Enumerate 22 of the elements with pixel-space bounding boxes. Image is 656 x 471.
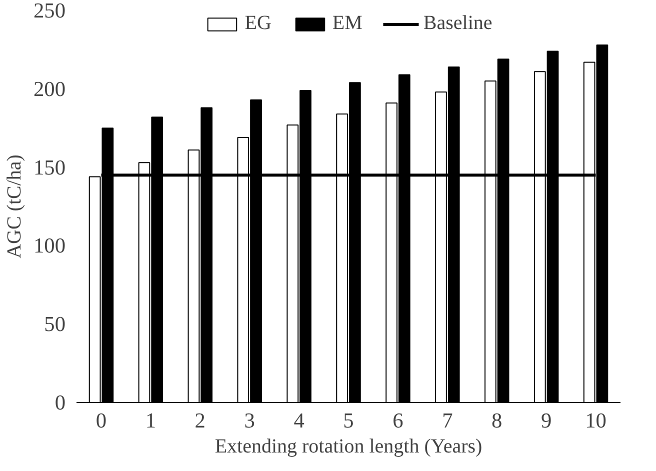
y-tick-label: 200 <box>34 76 66 101</box>
x-tick-label: 4 <box>294 408 305 432</box>
y-tick-label: 0 <box>54 390 66 414</box>
x-tick-label: 5 <box>343 408 354 432</box>
x-tick-label: 10 <box>585 408 606 432</box>
x-tick-label: 0 <box>96 408 107 432</box>
x-axis-title: Extending rotation length (Years) <box>214 436 482 458</box>
legend-label: EM <box>332 12 362 35</box>
x-tick-label: 7 <box>442 408 454 432</box>
legend-label: EG <box>244 12 272 35</box>
y-axis-title: AGC (tC/ha) <box>4 154 26 258</box>
legend-label: Baseline <box>423 12 492 35</box>
y-tick-label: 100 <box>34 234 66 258</box>
x-tick-label: 9 <box>540 408 552 432</box>
x-tick-label: 2 <box>194 408 206 432</box>
x-tick-label: 6 <box>392 408 404 432</box>
x-tick-label: 1 <box>145 408 156 432</box>
x-tick-label: 3 <box>244 408 255 432</box>
y-tick-label: 50 <box>44 312 66 336</box>
x-tick-label: 8 <box>492 408 502 432</box>
y-tick-label: 250 <box>34 0 66 22</box>
y-tick-label: 150 <box>34 155 66 180</box>
